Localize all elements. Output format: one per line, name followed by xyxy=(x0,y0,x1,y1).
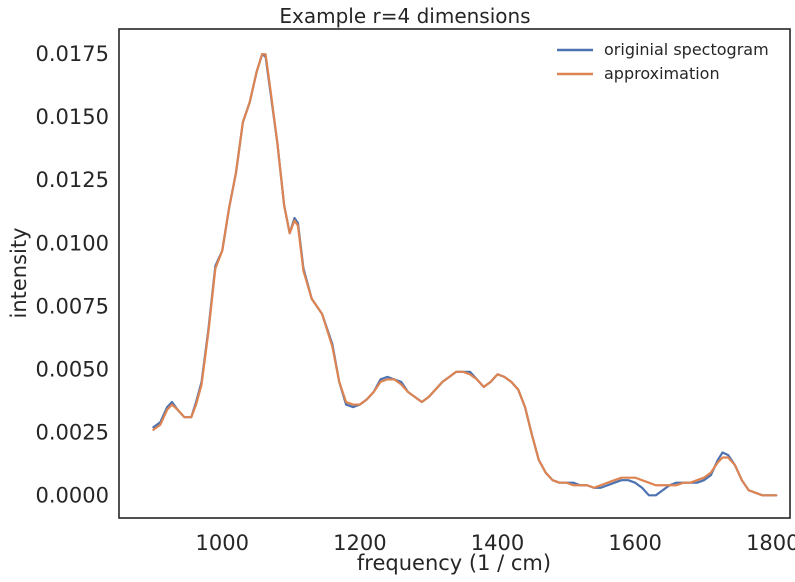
y-tick-label: 0.0075 xyxy=(36,294,109,318)
x-tick-label: 1000 xyxy=(196,531,249,555)
y-axis-ticks: 0.0000 0.0025 0.0050 0.0075 0.0100 0.0125 0.01… xyxy=(36,42,109,507)
y-tick-label: 0.0050 xyxy=(36,357,109,381)
legend-label: originial spectogram xyxy=(604,40,769,59)
x-tick-label: 1600 xyxy=(608,531,661,555)
y-axis-label: intensity xyxy=(7,227,31,318)
series-line-original xyxy=(152,53,778,497)
y-tick-label: 0.0125 xyxy=(36,168,109,192)
y-tick-label: 0.0025 xyxy=(36,420,109,444)
x-tick-label: 1800 xyxy=(746,531,795,555)
plot-frame xyxy=(118,28,791,519)
legend-label: approximation xyxy=(604,64,720,83)
y-tick-label: 0.0175 xyxy=(36,42,109,66)
series-layer xyxy=(152,53,778,497)
y-tick-label: 0.0100 xyxy=(36,231,109,255)
x-axis-ticks: 1000 1200 1400 1600 1800 xyxy=(196,531,795,555)
legend: originial spectogram approximation xyxy=(557,40,769,83)
x-tick-label: 1200 xyxy=(333,531,386,555)
series-line-approximation xyxy=(152,53,778,497)
x-axis-label: frequency (1 / cm) xyxy=(357,551,551,575)
chart-title: Example r=4 dimensions xyxy=(279,4,530,28)
y-tick-label: 0.0150 xyxy=(36,105,109,129)
y-tick-label: 0.0000 xyxy=(36,483,109,507)
x-tick-label: 1400 xyxy=(471,531,524,555)
